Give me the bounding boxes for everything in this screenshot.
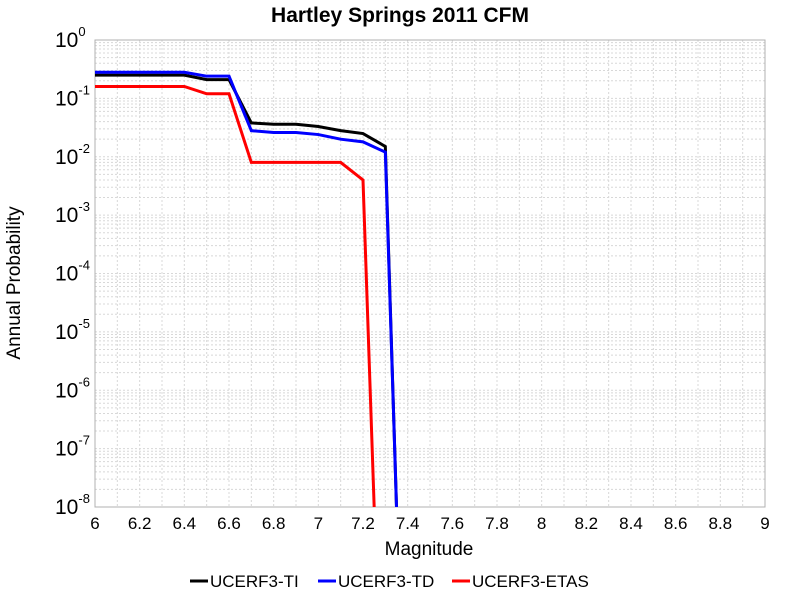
y-tick-label: 10-1	[55, 82, 90, 110]
y-axis-label: Annual Probability	[4, 206, 25, 360]
y-tick-label: 10-8	[55, 491, 90, 519]
x-tick-label: 6	[90, 514, 99, 533]
y-axis-ticks: 100 10-1 10-2 10-3 10-4 10-5 10-6 10-7 10-8	[55, 24, 90, 519]
x-tick-label: 8.4	[619, 514, 643, 533]
y-tick-label: 10-2	[55, 141, 90, 169]
x-axis-label: Magnitude	[385, 539, 474, 560]
x-tick-label: 7.6	[441, 514, 465, 533]
x-axis-ticks: 6 6.2 6.4 6.6 6.8 7 7.2 7.4 7.6 7.8 8 8.2 8.4 8.6 8.8 9	[90, 514, 769, 533]
series-layer	[95, 70, 398, 508]
y-tick-label: 10-5	[55, 316, 90, 344]
series-line-ucerf3-ti	[95, 73, 398, 508]
x-tick-label: 6.8	[262, 514, 286, 533]
legend-label: UCERF3-ETAS	[472, 572, 589, 591]
chart-title: Hartley Springs 2011 CFM	[271, 4, 529, 27]
y-tick-label: 10-7	[55, 433, 90, 461]
x-tick-label: 7	[314, 514, 323, 533]
x-tick-label: 8	[537, 514, 546, 533]
series-line-ucerf3-etas	[95, 84, 376, 508]
x-tick-label: 7.4	[396, 514, 420, 533]
x-tick-label: 8.8	[709, 514, 733, 533]
legend-label: UCERF3-TD	[338, 572, 434, 591]
x-tick-label: 8.2	[575, 514, 599, 533]
legend: UCERF3-TI UCERF3-TD UCERF3-ETAS	[190, 572, 589, 591]
x-tick-label: 8.6	[664, 514, 688, 533]
y-tick-label: 100	[55, 24, 86, 52]
y-tick-label: 10-3	[55, 199, 90, 227]
x-tick-label: 7.2	[351, 514, 375, 533]
x-tick-label: 9	[760, 514, 769, 533]
y-tick-label: 10-6	[55, 374, 90, 402]
series-line-ucerf3-td	[95, 70, 398, 508]
x-tick-label: 6.4	[173, 514, 197, 533]
x-tick-label: 6.2	[128, 514, 152, 533]
legend-label: UCERF3-TI	[210, 572, 299, 591]
x-tick-label: 6.6	[217, 514, 241, 533]
x-tick-label: 7.8	[485, 514, 509, 533]
plot-area-frame	[94, 39, 766, 508]
grid	[94, 39, 766, 508]
y-tick-label: 10-4	[55, 258, 90, 286]
